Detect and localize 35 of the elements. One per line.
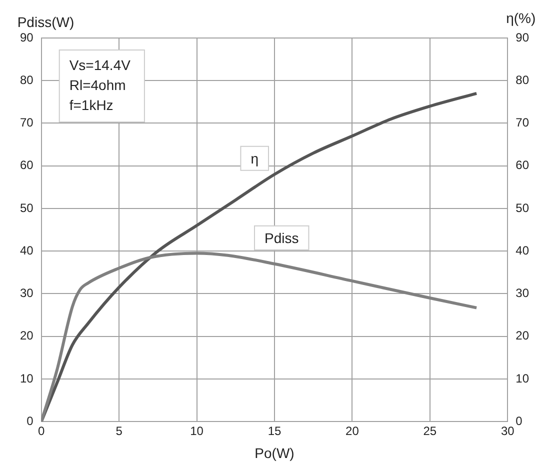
line-series [41, 252, 478, 422]
x-tick-label: 20 [346, 424, 360, 438]
y-tick-label: 10 [20, 371, 34, 386]
line-series [41, 92, 478, 422]
x-tick-label: 30 [500, 424, 515, 438]
series-label: η [250, 150, 259, 166]
y-tick-label: 50 [20, 200, 34, 215]
y-tick-label: 60 [20, 158, 34, 172]
x-tick-label: 10 [190, 424, 204, 438]
y2-tick-label: 0 [516, 414, 523, 428]
y-tick-label: 0 [26, 414, 34, 428]
y2-axis-title: η(%) [506, 10, 536, 26]
y2-tick-label: 90 [516, 30, 530, 44]
x-tick-label: 25 [423, 424, 437, 438]
y2-tick-label: 30 [516, 286, 530, 300]
series-label: Pdiss [264, 230, 299, 246]
x-tick-label: 0 [38, 424, 46, 438]
y2-tick-label: 40 [516, 243, 530, 258]
y-axis-title: Pdiss(W) [17, 14, 74, 30]
annotation: Vs=14.4V Rl=4ohm f=1kHz [69, 56, 132, 113]
y-tick-label: 40 [20, 243, 34, 258]
y-tick-label: 20 [20, 328, 34, 343]
y2-tick-label: 60 [516, 158, 530, 172]
y-tick-label: 90 [20, 30, 34, 44]
y2-tick-label: 70 [516, 116, 530, 130]
y2-tick-label: 20 [516, 328, 530, 343]
y-tick-label: 70 [20, 116, 34, 130]
x-axis-title: Po(W) [254, 444, 294, 461]
y-tick-label: 30 [20, 286, 34, 300]
x-tick-label: 5 [116, 424, 123, 438]
x-tick-label: 15 [268, 424, 282, 438]
y-tick-label: 80 [20, 72, 34, 87]
y2-tick-label: 10 [516, 371, 530, 386]
y2-tick-label: 80 [516, 72, 530, 87]
y2-tick-label: 50 [516, 200, 530, 215]
